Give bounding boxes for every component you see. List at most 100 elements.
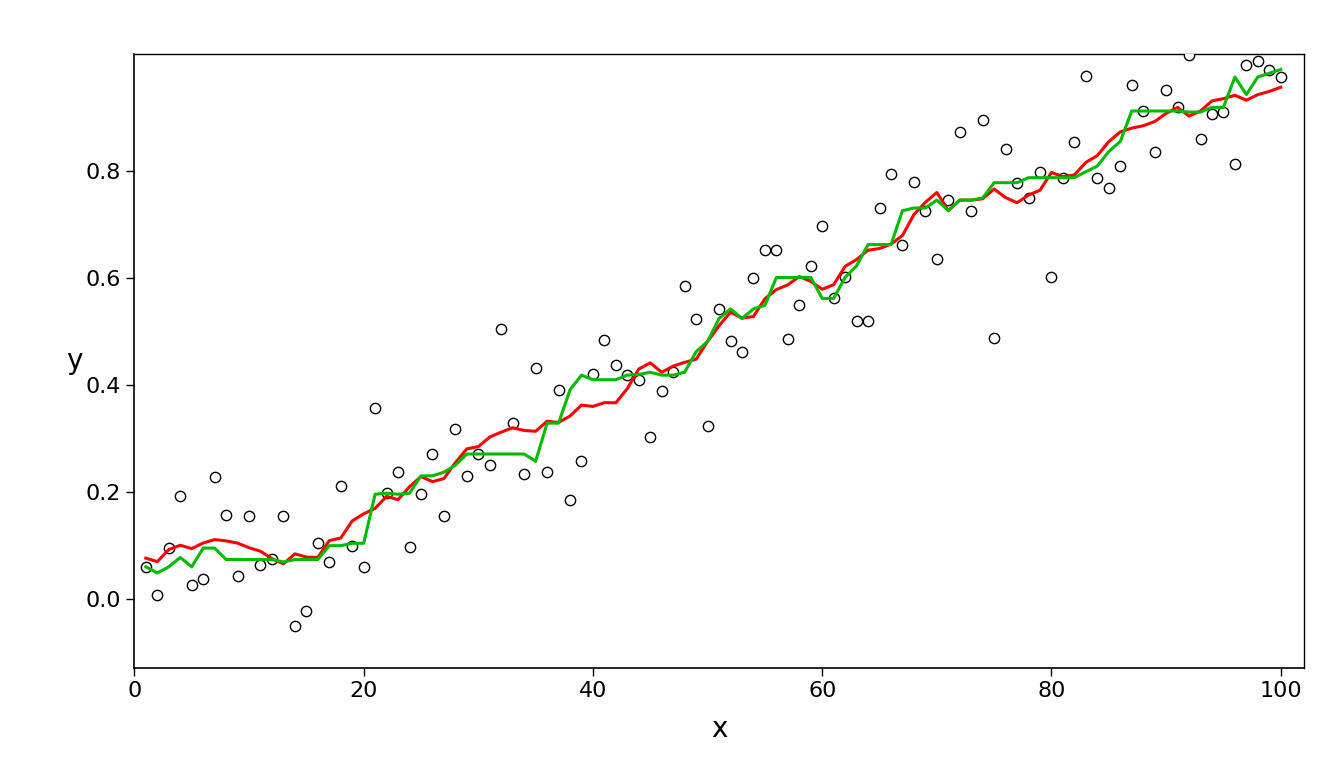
Point: [1133, 105, 1154, 118]
Point: [685, 313, 707, 325]
Point: [754, 243, 775, 256]
Point: [617, 369, 638, 381]
Point: [306, 537, 328, 549]
Point: [995, 143, 1016, 155]
Point: [433, 510, 454, 522]
Point: [915, 204, 937, 217]
Point: [731, 346, 753, 358]
Point: [720, 336, 742, 348]
Point: [582, 369, 603, 381]
Point: [192, 573, 214, 585]
Point: [169, 490, 191, 502]
Point: [296, 604, 317, 617]
Point: [868, 202, 890, 214]
Point: [422, 448, 444, 460]
Point: [1189, 133, 1211, 145]
Point: [823, 293, 844, 305]
Point: [526, 362, 547, 374]
Point: [777, 333, 798, 345]
Point: [445, 423, 466, 435]
Point: [387, 466, 409, 478]
Point: [1212, 106, 1234, 118]
Point: [364, 402, 386, 415]
Point: [501, 417, 523, 429]
Y-axis label: y: y: [66, 347, 83, 375]
Point: [1202, 108, 1223, 120]
Point: [204, 471, 226, 483]
Point: [1017, 192, 1039, 204]
Point: [1075, 70, 1097, 82]
Point: [766, 243, 788, 256]
Point: [548, 384, 570, 396]
Point: [880, 167, 902, 180]
Point: [628, 373, 649, 386]
Point: [1247, 55, 1269, 68]
Point: [238, 510, 259, 522]
Point: [468, 448, 489, 460]
Point: [949, 126, 970, 138]
Point: [273, 510, 294, 522]
Point: [673, 280, 695, 292]
Point: [708, 303, 730, 315]
Point: [605, 359, 626, 371]
Point: [136, 561, 157, 573]
Point: [1063, 135, 1085, 147]
Point: [1030, 166, 1051, 178]
Point: [1235, 58, 1257, 71]
Point: [181, 578, 203, 591]
Point: [789, 300, 810, 312]
Point: [376, 487, 398, 499]
Point: [146, 589, 168, 601]
Point: [1121, 79, 1142, 91]
Point: [696, 419, 718, 432]
Point: [1098, 182, 1120, 194]
Point: [812, 220, 833, 232]
Point: [513, 468, 535, 480]
Point: [743, 271, 765, 283]
Point: [1258, 64, 1279, 76]
Point: [319, 556, 340, 568]
Point: [159, 542, 180, 554]
Point: [938, 194, 960, 207]
Point: [1007, 177, 1028, 189]
Point: [1156, 84, 1177, 97]
Point: [331, 479, 352, 492]
Point: [478, 459, 500, 472]
Point: [984, 332, 1005, 344]
X-axis label: x: x: [711, 715, 727, 743]
Point: [800, 260, 821, 272]
Point: [835, 271, 856, 283]
Point: [227, 570, 249, 582]
Point: [341, 540, 363, 552]
Point: [903, 176, 925, 188]
Point: [1179, 49, 1200, 61]
Point: [650, 386, 672, 398]
Point: [594, 334, 616, 346]
Point: [491, 323, 512, 335]
Point: [559, 495, 581, 507]
Point: [284, 620, 305, 632]
Point: [1086, 171, 1107, 184]
Point: [536, 465, 558, 478]
Point: [663, 366, 684, 379]
Point: [1052, 171, 1074, 184]
Point: [857, 315, 879, 327]
Point: [961, 204, 982, 217]
Point: [1040, 271, 1062, 283]
Point: [410, 488, 431, 501]
Point: [353, 561, 375, 574]
Point: [926, 253, 948, 265]
Point: [250, 558, 271, 571]
Point: [891, 238, 913, 250]
Point: [399, 541, 421, 553]
Point: [1224, 158, 1246, 170]
Point: [215, 509, 237, 521]
Point: [640, 431, 661, 443]
Point: [845, 315, 867, 327]
Point: [1167, 101, 1188, 114]
Point: [1110, 160, 1132, 172]
Point: [571, 455, 593, 468]
Point: [1270, 71, 1292, 83]
Point: [456, 470, 477, 482]
Point: [972, 114, 993, 126]
